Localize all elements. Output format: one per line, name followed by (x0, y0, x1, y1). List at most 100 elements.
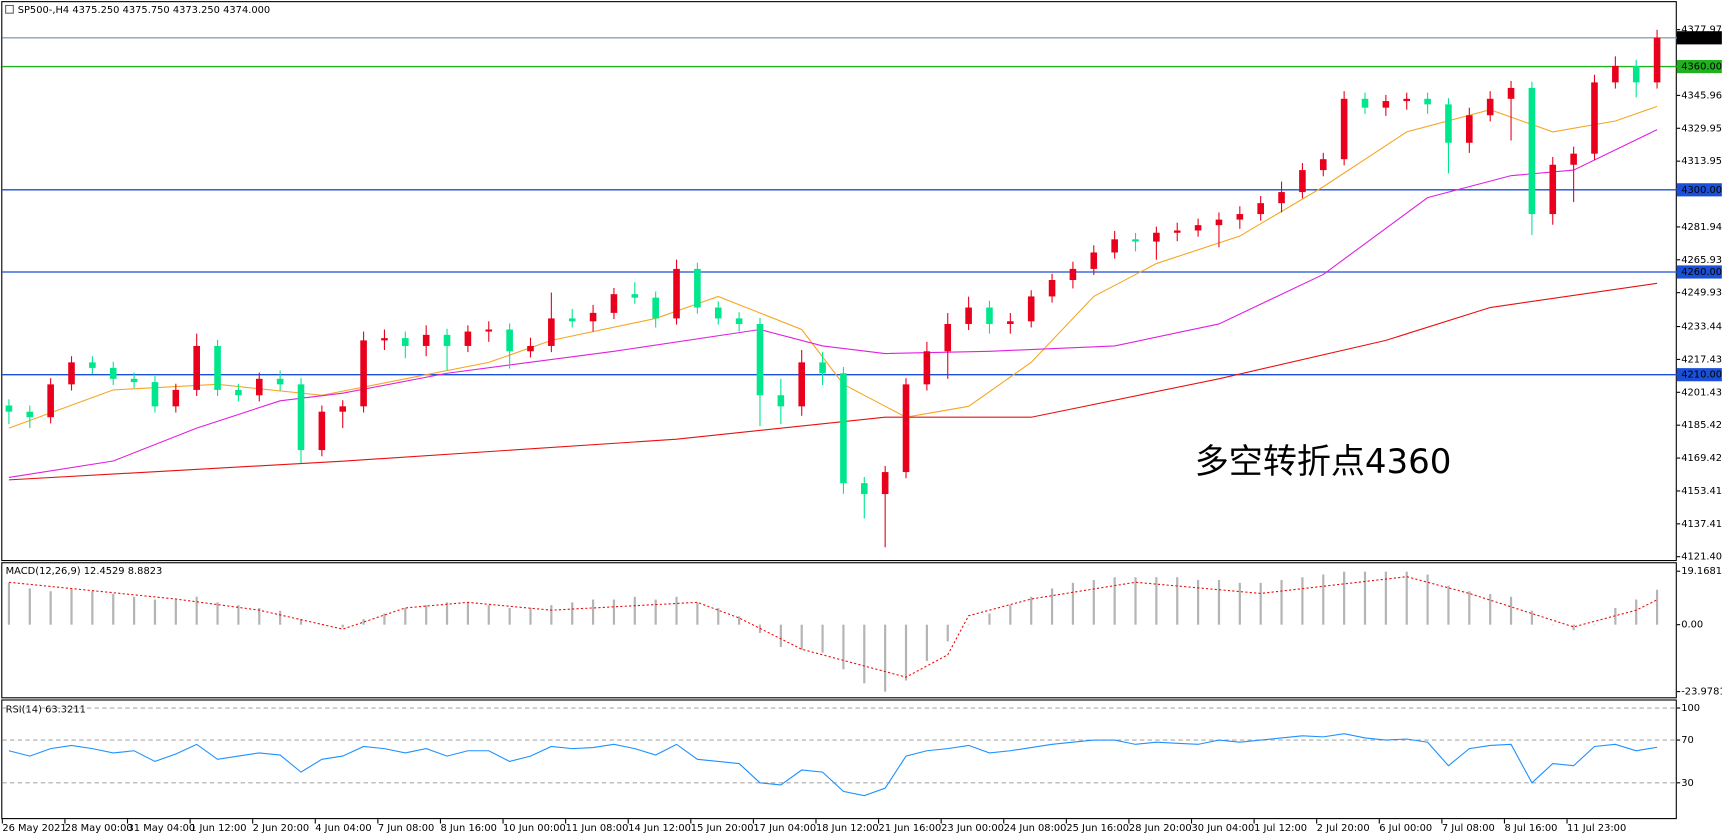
rsi-line (8, 733, 1658, 797)
candle-body (443, 334, 451, 346)
y-tick-label: 4345.960 (1681, 90, 1722, 101)
candle-body (902, 384, 910, 473)
macd-bar (1489, 593, 1492, 625)
macd-bar (195, 596, 198, 625)
macd-bar (258, 607, 261, 625)
x-tick-label: 25 Jun 16:00 (1066, 823, 1129, 834)
x-tick-label: 15 Jun 20:00 (691, 823, 754, 834)
y-tick-label: 4265.935 (1681, 255, 1722, 266)
candle-body (193, 345, 200, 390)
candle-body (1278, 192, 1285, 204)
candle-body (631, 294, 639, 298)
candle-body (777, 395, 785, 407)
y-tick-label: -23.9781 (1681, 687, 1722, 698)
macd-bar (174, 599, 177, 625)
macd-bar (779, 624, 782, 648)
y-tick-label: 30 (1681, 778, 1694, 789)
macd-bar (633, 596, 636, 625)
level-label: 4360.000 (1681, 62, 1722, 73)
candle-body (26, 411, 34, 418)
macd-bar (508, 607, 511, 625)
candle-body (840, 373, 847, 484)
macd-bar (404, 607, 407, 625)
candle-body (214, 345, 221, 390)
x-tick-label: 30 Jun 04:00 (1192, 823, 1255, 834)
macd-bar (1405, 571, 1408, 625)
candle-body (1215, 219, 1223, 226)
candle-body (89, 362, 96, 368)
candle-body (756, 323, 764, 396)
candle-body (1027, 296, 1035, 322)
macd-bar (1030, 596, 1033, 625)
x-tick-label: 28 May 00:00 (65, 823, 133, 834)
x-tick-label: 21 Jun 16:00 (879, 823, 942, 834)
x-tick-label: 2 Jun 20:00 (253, 823, 309, 834)
y-tick-label: 4137.41 (1681, 519, 1722, 530)
macd-bar (341, 624, 344, 628)
x-tick-label: 23 Jun 00:00 (941, 823, 1004, 834)
candle-body (1382, 101, 1390, 108)
macd-bar (216, 602, 219, 625)
candle-body (1111, 239, 1118, 253)
candle-body (798, 362, 805, 407)
candle-body (485, 329, 493, 332)
candle-body (506, 329, 513, 352)
candle-body (568, 318, 576, 322)
candle-body (1403, 98, 1411, 102)
main-panel (1, 1, 1677, 562)
macd-bar (1197, 580, 1200, 625)
candle-body (130, 378, 138, 383)
macd-bar (70, 588, 73, 625)
level-label-bg (1676, 183, 1722, 197)
candle-body (1445, 104, 1452, 143)
macd-bar (1468, 591, 1471, 625)
macd-bar (738, 616, 741, 625)
y-tick-label: 4233.445 (1681, 322, 1722, 333)
candle-body (735, 318, 743, 324)
candle-body (1340, 98, 1348, 160)
x-tick-label: 11 Jun 08:00 (566, 823, 629, 834)
macd-bar (550, 605, 553, 625)
macd-bar (1176, 577, 1179, 625)
y-tick-label: 4201.43 (1681, 387, 1722, 398)
candle-body (68, 362, 75, 385)
x-tick-label: 18 Jun 12:00 (816, 823, 879, 834)
candle-body (402, 338, 409, 346)
macd-bar (49, 591, 52, 625)
macd-bar (1447, 585, 1450, 625)
y-tick-label: 4329.955 (1681, 123, 1722, 134)
x-tick-label: 4 Jun 04:00 (315, 823, 371, 834)
candle-body (276, 378, 284, 385)
macd-bar (1530, 610, 1533, 625)
level-label: 4210.000 (1681, 370, 1722, 381)
y-tick-label: 19.1681 (1681, 566, 1722, 577)
candle-body (1153, 232, 1160, 242)
macd-bar (1071, 582, 1075, 625)
macd-bar (362, 619, 365, 625)
macd-bar (383, 613, 386, 625)
candle-body (1090, 252, 1098, 269)
macd-bar (800, 624, 803, 650)
macd-panel (1, 562, 1677, 699)
candle-body (1299, 170, 1306, 193)
x-tick-label: 24 Jun 08:00 (1004, 823, 1067, 834)
candle-body (1528, 87, 1536, 215)
candle-body (422, 334, 430, 346)
candle-body (339, 406, 347, 412)
candle-body (1507, 87, 1515, 99)
macd-bar (1551, 624, 1554, 626)
candle-body (714, 307, 722, 319)
candle-body (1486, 98, 1494, 116)
y-tick-label: 100 (1681, 703, 1700, 714)
macd-bar (904, 624, 908, 681)
macd-bar (91, 591, 94, 625)
macd-bar (1593, 624, 1596, 626)
macd-bar (1217, 580, 1221, 625)
macd-bar (1572, 624, 1575, 631)
macd-bar (654, 599, 657, 625)
candle-body (652, 297, 659, 319)
y-tick-label: 0.00 (1681, 620, 1703, 631)
candle-body (360, 340, 367, 407)
y-tick-label: 4169.42 (1681, 453, 1722, 464)
